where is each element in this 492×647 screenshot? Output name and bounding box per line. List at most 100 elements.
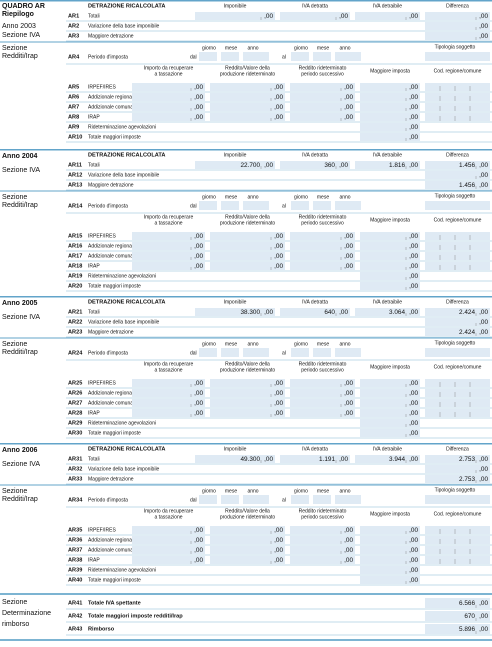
date-box (335, 52, 361, 61)
cents: ,00 (194, 253, 203, 260)
row-code: AR40 (68, 577, 82, 583)
date-prefix: al (282, 54, 286, 60)
input-field (290, 232, 355, 240)
row-code: AR18 (68, 263, 82, 269)
input-field (360, 409, 420, 417)
cents: ,00 (274, 390, 283, 397)
input-field (425, 32, 490, 40)
date-box (199, 52, 217, 61)
input-field (360, 103, 420, 111)
input-field (290, 409, 355, 417)
row-description: Totale maggiori imposte (88, 283, 141, 289)
column-heading: Tipologia soggetto (435, 193, 476, 199)
date-box (221, 52, 239, 61)
row-description: Maggiore detrazione (88, 33, 134, 39)
date-box (221, 495, 239, 504)
input-field (210, 379, 285, 387)
cents: ,00 (409, 273, 418, 280)
column-heading: Imponibile (224, 3, 247, 9)
amount: 1.456 (459, 182, 475, 189)
input-field (280, 161, 350, 169)
input-field (290, 252, 355, 260)
input-field (360, 282, 420, 290)
row-code: AR17 (68, 253, 82, 259)
row-description: Periodo d'imposta (88, 54, 128, 60)
cents: ,00 (274, 94, 283, 101)
input-field (360, 526, 420, 534)
row-code: AR31 (68, 456, 82, 462)
input-field (425, 22, 490, 30)
row-description: Rideterminazione agevolazioni (88, 567, 156, 573)
amount: 640 (324, 309, 335, 316)
input-field (195, 12, 275, 20)
amount: 5.896 (459, 626, 475, 633)
row-description: Addizionale comunale (88, 400, 137, 406)
row-description: IRPEF/IRES (88, 380, 116, 386)
cents: ,00 (264, 456, 273, 463)
input-field (210, 242, 285, 250)
date-box (335, 348, 361, 357)
input-field (132, 526, 205, 534)
row-code: AR8 (68, 114, 79, 120)
date-part: anno (339, 194, 350, 200)
section-label: Sezione IVA (2, 32, 40, 39)
column-heading: produzione rideterminato (220, 514, 276, 520)
input-field (195, 308, 275, 316)
input-field (132, 556, 205, 564)
column-heading: DETRAZIONE RICALCOLATA (88, 299, 165, 305)
cents: ,00 (274, 233, 283, 240)
row-code: AR29 (68, 420, 82, 426)
cents: ,00 (479, 329, 488, 336)
amount: 6.566 (459, 600, 475, 607)
input-field (355, 455, 420, 463)
date-part: anno (339, 45, 350, 51)
row-description: Addizionale regionale (88, 390, 136, 396)
cents: ,00 (339, 162, 348, 169)
row-description: Periodo d'imposta (88, 350, 128, 356)
row-code: AR19 (68, 273, 82, 279)
date-part: giorno (202, 45, 216, 51)
input-field (360, 242, 420, 250)
row-description: Rimborso (88, 626, 115, 632)
column-heading: a tassazione (154, 220, 182, 226)
input-field (210, 83, 285, 91)
input-field (132, 379, 205, 387)
input-field (210, 546, 285, 554)
row-description: Addizionale regionale (88, 94, 136, 100)
date-box (243, 201, 269, 210)
input-field (425, 495, 490, 504)
cents: ,00 (479, 476, 488, 483)
cents: ,00 (479, 13, 488, 20)
input-field (425, 12, 490, 20)
date-box (243, 495, 269, 504)
cents: ,00 (194, 94, 203, 101)
input-field (290, 93, 355, 101)
section-label: Sezione (2, 341, 27, 348)
row-code: AR16 (68, 243, 82, 249)
cents: ,00 (194, 537, 203, 544)
column-heading: produzione rideterminato (220, 220, 276, 226)
cents: ,00 (409, 13, 418, 20)
row-code: AR41 (68, 600, 82, 606)
date-box (335, 495, 361, 504)
cents: ,00 (344, 537, 353, 544)
input-field (132, 409, 205, 417)
row-description: Variazione della base imponibile (88, 172, 160, 178)
input-field (210, 389, 285, 397)
cents: ,00 (409, 456, 418, 463)
cents: ,00 (479, 162, 488, 169)
cents: ,00 (264, 162, 273, 169)
row-code: AR9 (68, 124, 79, 130)
cents: ,00 (409, 400, 418, 407)
date-part: anno (247, 45, 258, 51)
column-heading: Imponibile (224, 446, 247, 452)
column-heading: Cod. regione/comune (434, 68, 482, 74)
cents: ,00 (344, 94, 353, 101)
section-label: Sezione (2, 488, 27, 495)
code-box (425, 113, 490, 121)
input-field (290, 379, 355, 387)
cents: ,00 (479, 33, 488, 40)
row-description: Maggiore detrazione (88, 329, 134, 335)
date-prefix: al (282, 350, 286, 356)
date-part: mese (317, 194, 329, 200)
